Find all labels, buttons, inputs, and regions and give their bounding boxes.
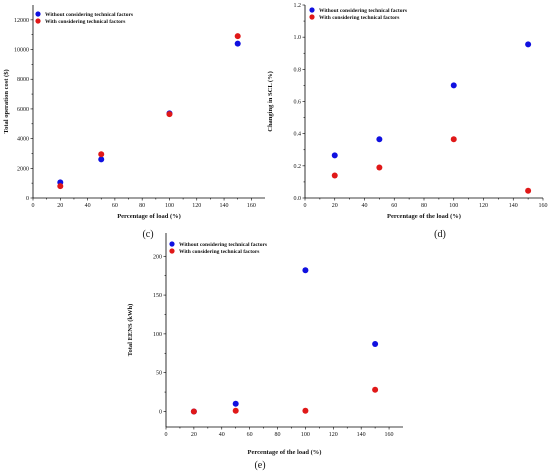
data-point [372, 386, 379, 393]
x-tick-label: 20 [57, 203, 63, 209]
legend-marker [169, 248, 175, 254]
y-tick-label: 150 [153, 293, 162, 299]
y-tick-label: 2000 [17, 166, 29, 172]
x-tick-label: 140 [509, 203, 518, 209]
x-tick-label: 20 [332, 203, 338, 209]
data-point [331, 152, 338, 159]
x-axis-title: Percentage of load (%) [117, 213, 181, 220]
legend-label: With considering technical factors [179, 249, 259, 255]
x-tick-label: 80 [139, 203, 145, 209]
x-tick-label: 60 [391, 203, 397, 209]
y-tick-label: 0 [26, 196, 29, 202]
legend-label: Without considering technical factors [45, 12, 133, 18]
data-point [190, 408, 197, 415]
y-tick-label: 0.2 [294, 164, 302, 170]
y-tick-label: 0 [159, 409, 162, 415]
x-tick-label: 60 [112, 203, 118, 209]
x-tick-label: 0 [165, 432, 168, 438]
y-tick-label: 0.8 [294, 67, 302, 73]
x-tick-label: 40 [362, 203, 368, 209]
data-point [166, 111, 173, 118]
x-tick-label: 160 [539, 203, 548, 209]
panel-label: (d) [434, 229, 446, 240]
data-point [234, 33, 241, 40]
y-tick-label: 10000 [14, 48, 29, 54]
x-tick-label: 0 [32, 203, 35, 209]
y-axis-title: Total EENS (kWh) [127, 304, 134, 357]
x-tick-label: 100 [301, 432, 310, 438]
x-tick-label: 80 [421, 203, 427, 209]
data-point [98, 151, 105, 158]
data-point [57, 183, 64, 190]
y-tick-label: 0.4 [294, 132, 302, 138]
y-tick-label: 12000 [14, 18, 29, 24]
y-tick-label: 1.2 [294, 3, 302, 9]
x-tick-label: 120 [329, 432, 338, 438]
legend-marker [309, 7, 315, 13]
x-tick-label: 120 [192, 203, 201, 209]
panel-label: (e) [254, 460, 265, 471]
y-tick-label: 8000 [17, 77, 29, 83]
data-point [450, 82, 457, 89]
data-point [232, 400, 239, 407]
y-tick-label: 6000 [17, 107, 29, 113]
x-tick-label: 20 [191, 432, 197, 438]
x-tick-label: 120 [479, 203, 488, 209]
data-point [302, 267, 309, 274]
x-tick-label: 40 [219, 432, 225, 438]
y-tick-label: 200 [153, 254, 162, 260]
x-tick-label: 100 [449, 203, 458, 209]
x-axis-title: Percentage of the load (%) [248, 449, 322, 456]
y-tick-label: 50 [156, 371, 162, 377]
data-point [376, 164, 383, 171]
legend-label: With considering technical factors [319, 15, 399, 21]
chart-panel-2: 0 20 40 60 80 100 120 140 160 0 50 100 150 200 Percent… [127, 233, 403, 471]
x-tick-label: 0 [304, 203, 307, 209]
legend-label: Without considering technical factors [319, 8, 407, 14]
x-axis-title: Percentage of the load (%) [387, 213, 461, 220]
x-tick-label: 60 [247, 432, 253, 438]
legend-marker [169, 241, 175, 247]
chart-panel-0: 0 20 40 60 80 100 120 140 160 0 2000 4000 6000 8000 10… [3, 5, 265, 240]
data-point [376, 136, 383, 143]
y-tick-label: 4000 [17, 137, 29, 143]
data-point [525, 187, 532, 194]
y-axis-title: Changing in SCL (%) [267, 71, 274, 132]
x-tick-label: 160 [385, 432, 394, 438]
x-tick-label: 80 [275, 432, 281, 438]
y-tick-label: 100 [153, 332, 162, 338]
y-tick-label: 0.6 [294, 100, 302, 106]
data-point [372, 340, 379, 347]
y-tick-label: 1.0 [294, 35, 302, 41]
y-axis-title: Total operation cost ($) [3, 69, 10, 133]
chart-panel-1: 0 20 40 60 80 100 120 140 160 0.0 0.2 0.4 0.6 0.8 1.0 1… [267, 3, 548, 240]
legend-label: Without considering technical factors [179, 242, 267, 248]
data-point [450, 136, 457, 143]
x-tick-label: 40 [85, 203, 91, 209]
legend-marker [35, 18, 41, 24]
data-point [98, 156, 105, 163]
y-tick-label: 0.0 [294, 196, 302, 202]
legend-label: With considering technical factors [45, 19, 125, 25]
x-tick-label: 140 [357, 432, 366, 438]
x-tick-label: 100 [165, 203, 174, 209]
data-point [302, 407, 309, 414]
data-point [331, 172, 338, 179]
panel-label: (c) [142, 229, 153, 240]
x-tick-label: 140 [220, 203, 229, 209]
x-tick-label: 160 [247, 203, 256, 209]
data-point [234, 40, 241, 47]
data-point [525, 41, 532, 48]
legend-marker [309, 14, 315, 20]
legend-marker [35, 11, 41, 17]
data-point [232, 407, 239, 414]
